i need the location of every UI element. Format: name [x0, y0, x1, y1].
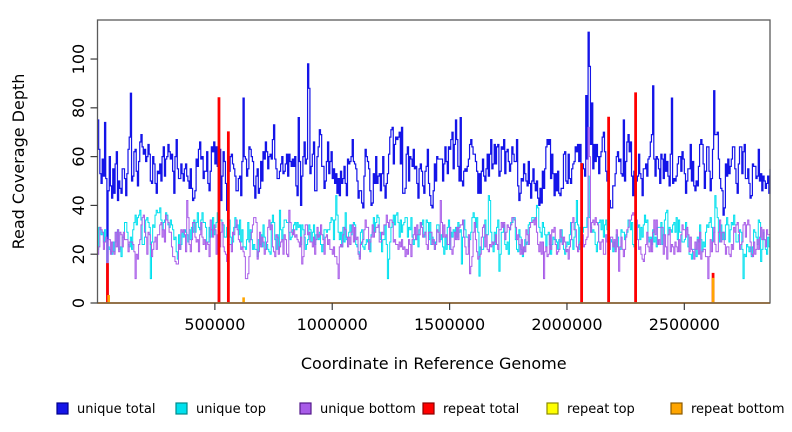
y-tick-label: 20 [69, 244, 88, 264]
y-axis-ticks: 0 20 40 60 80 100 [69, 44, 98, 308]
legend-swatch [175, 402, 188, 415]
y-axis-label: Read Coverage Depth [9, 74, 28, 250]
x-axis-label: Coordinate in Reference Genome [301, 354, 567, 373]
legend: unique total unique top unique bottom repea… [56, 402, 785, 417]
legend-item-unique-top: unique top [175, 402, 266, 417]
legend-swatch [299, 402, 312, 415]
series-lines [97, 31, 771, 304]
y-tick-label: 100 [69, 44, 88, 75]
legend-swatch [546, 402, 559, 415]
legend-item-repeat-bottom: repeat bottom [670, 402, 785, 417]
x-tick-label: 1500000 [414, 315, 485, 334]
legend-item-unique-total: unique total [56, 402, 155, 417]
x-axis-ticks: 500000 1000000 1500000 2000000 2500000 [184, 303, 720, 334]
series-line-unique-total [97, 31, 771, 304]
x-tick-label: 2500000 [649, 315, 720, 334]
y-tick-label: 80 [69, 98, 88, 118]
legend-label: repeat top [567, 402, 635, 417]
legend-swatch [56, 402, 69, 415]
y-tick-label: 60 [69, 146, 88, 166]
series-line-unique-bottom [97, 126, 771, 304]
series-line-repeat-bottom [97, 277, 770, 304]
x-tick-label: 500000 [184, 315, 245, 334]
x-tick-label: 1000000 [297, 315, 368, 334]
legend-item-unique-bottom: unique bottom [299, 402, 416, 417]
legend-swatch [670, 402, 683, 415]
legend-label: unique total [77, 402, 155, 417]
legend-label: repeat bottom [691, 402, 785, 417]
y-tick-label: 40 [69, 195, 88, 215]
x-tick-label: 2000000 [531, 315, 602, 334]
legend-item-repeat-top: repeat top [546, 402, 635, 417]
y-tick-label: 0 [69, 298, 88, 308]
legend-label: unique bottom [320, 402, 416, 417]
legend-label: repeat total [443, 402, 519, 417]
legend-label: unique top [196, 402, 266, 417]
plot-frame [96, 19, 771, 304]
legend-swatch [422, 402, 435, 415]
legend-item-repeat-total: repeat total [422, 402, 519, 417]
